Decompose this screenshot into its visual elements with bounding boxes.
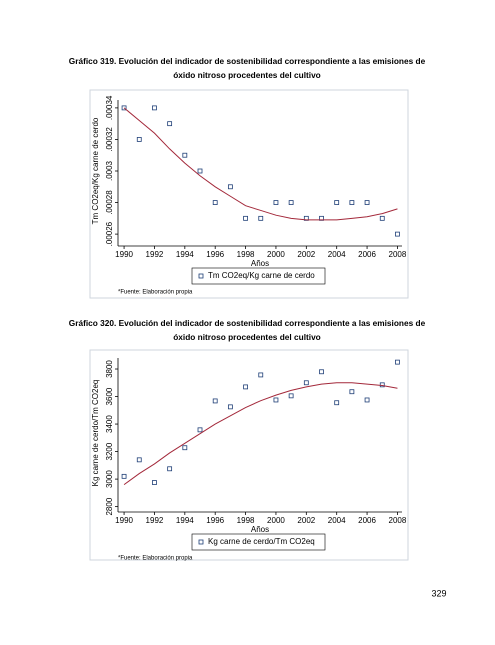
x-axis-label: Años [251,525,269,534]
x-tick-label: 2002 [297,516,315,525]
source-note: *Fuente: Elaboración propia [118,556,193,562]
point [288,393,294,399]
point [395,231,400,237]
point [182,152,188,158]
legend-label: Kg carne de cerdo/Tm CO2eq [208,537,315,546]
point [349,389,355,395]
point [182,445,188,451]
y-axis-label: Kg carne de cerdo/Tm CO2eq [91,380,100,487]
x-tick-label: 1994 [176,516,194,525]
point [243,384,248,390]
point [379,215,385,221]
x-tick-label: 2008 [389,250,407,259]
y-tick-label: .0003 [105,160,114,181]
legend-marker [198,273,204,279]
point [273,200,279,205]
point [364,200,370,205]
x-tick-label: 1996 [206,250,224,259]
x-axis-label: Años [251,259,269,268]
fit-line [123,382,398,486]
page-number: 329 [431,588,446,598]
point [121,473,127,479]
point [167,466,173,472]
x-tick-label: 2006 [358,516,376,525]
y-tick-label: .00032 [105,127,114,152]
x-tick-label: 2006 [358,250,376,259]
x-tick-label: 2000 [267,250,285,259]
x-tick-label: 1998 [237,250,255,259]
legend-box [191,267,326,285]
point [197,168,203,174]
x-tick-label: 1994 [176,250,194,259]
x-tick-label: 2004 [328,516,346,525]
point [379,382,385,388]
point [227,184,233,190]
x-tick-label: 2004 [328,250,346,259]
caption: óxido nitroso procedentes del cultivo [173,332,321,342]
point [136,137,142,142]
point [243,215,248,221]
x-tick-label: 2000 [267,516,285,525]
y-tick-label: 3200 [105,442,114,460]
legend-marker [198,539,204,545]
y-tick-label: 3400 [105,415,114,433]
x-tick-label: 2002 [297,250,315,259]
point [364,397,370,403]
y-tick-label: 2800 [105,497,114,515]
point [258,372,264,378]
y-tick-label: 3000 [105,470,114,488]
point [121,105,127,111]
x-tick-label: 1990 [115,516,133,525]
point [152,105,157,111]
chart-frame [89,349,409,561]
caption: Gráfico 319. Evolución del indicador de … [69,56,426,66]
point [303,380,309,386]
source-note: *Fuente: Elaboración propia [118,290,193,296]
x-tick-label: 2008 [389,516,407,525]
y-tick-label: 3600 [105,387,114,405]
point [334,400,340,406]
legend-label: Tm CO2eq/Kg carne de cerdo [208,271,315,280]
y-axis-label: Tm CO2eq/Kg carne de cerdo [91,117,100,224]
point [197,427,203,433]
y-tick-label: .00026 [105,221,114,246]
point [334,200,340,205]
chart-frame [89,89,409,299]
x-tick-label: 1992 [146,250,164,259]
point [167,121,173,127]
y-tick-label: .00028 [105,190,114,215]
caption: óxido nitroso procedentes del cultivo [173,70,321,80]
point [152,480,157,485]
point [136,457,142,463]
y-tick-label: 3800 [105,360,114,378]
point [395,359,400,365]
point [212,398,218,404]
point [258,215,264,221]
point [319,369,324,375]
x-tick-label: 1992 [146,516,164,525]
point [227,404,233,410]
point [212,200,218,205]
y-tick-label: .00034 [105,95,114,120]
x-tick-label: 1990 [115,250,133,259]
point [288,200,294,205]
fit-line [123,107,398,221]
point [349,200,355,205]
x-tick-label: 1998 [237,516,255,525]
x-tick-label: 1996 [206,516,224,525]
caption: Gráfico 320. Evolución del indicador de … [69,318,426,328]
point [273,397,279,403]
legend-box [191,533,326,551]
